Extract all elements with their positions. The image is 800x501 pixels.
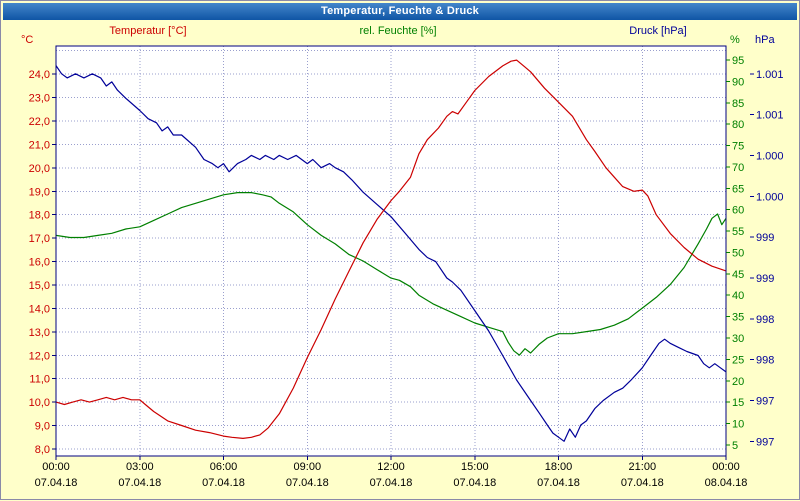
time-tick-label: 18:00 [545,461,573,473]
humidity-tick-label: 25 [732,354,744,366]
temperature-axis-title: Temperatur [°C] [109,25,187,37]
time-tick-label: 15:00 [461,461,489,473]
axis-labels: 8,0 9,0 10,0 11,0 12,0 13,0 14,0 15,0 16,0 17,0 18… [29,55,784,489]
window-title-bar[interactable]: Temperatur, Feuchte & Druck [3,3,797,20]
pressure-tick-label: 999 [756,273,774,285]
grid-lines [56,46,726,456]
pressure-tick-label: 1.001 [756,110,784,122]
humidity-tick-label: 85 [732,98,744,110]
date-tick-label: 07.04.18 [35,477,78,489]
temp-tick-label: 20,0 [29,163,50,175]
temp-tick-label: 17,0 [29,233,50,245]
humidity-axis-title: rel. Feuchte [%] [359,25,437,37]
series-pressure-line [55,65,727,442]
time-tick-label: 06:00 [210,461,238,473]
humidity-tick-label: 75 [732,141,744,153]
pressure-tick-label: 1.000 [756,191,784,203]
pressure-unit-label: hPa [755,34,775,46]
temp-tick-label: 8,0 [35,444,50,456]
humidity-tick-label: 45 [732,269,744,281]
pressure-tick-label: 998 [756,355,774,367]
temp-tick-label: 9,0 [35,421,50,433]
humidity-tick-label: 90 [732,77,744,89]
humidity-tick-label: 15 [732,397,744,409]
pressure-axis-title: Druck [hPa] [629,25,687,37]
temperature-unit-label: °C [21,34,34,46]
date-tick-label: 07.04.18 [202,477,245,489]
humidity-tick-label: 60 [732,205,744,217]
pressure-tick-label: 1.000 [756,150,784,162]
humidity-tick-label: 70 [732,162,744,174]
temp-tick-label: 22,0 [29,116,50,128]
time-tick-label: 03:00 [126,461,154,473]
temp-tick-label: 24,0 [29,69,50,81]
humidity-tick-label: 5 [732,440,738,452]
temp-tick-label: 12,0 [29,350,50,362]
humidity-tick-label: 95 [732,55,744,67]
humidity-tick-label: 80 [732,119,744,131]
humidity-tick-label: 65 [732,183,744,195]
temp-tick-label: 15,0 [29,280,50,292]
humidity-tick-label: 55 [732,226,744,238]
humidity-tick-label: 40 [732,290,744,302]
time-tick-label: 00:00 [42,461,70,473]
temp-tick-label: 11,0 [29,374,50,386]
humidity-tick-label: 30 [732,333,744,345]
date-tick-label: 07.04.18 [370,477,413,489]
date-tick-label: 07.04.18 [286,477,329,489]
time-tick-label: 21:00 [629,461,657,473]
temp-tick-label: 19,0 [29,186,50,198]
date-tick-label: 07.04.18 [118,477,161,489]
pressure-tick-label: 997 [756,436,774,448]
window-title: Temperatur, Feuchte & Druck [320,5,479,17]
date-tick-label: 08.04.18 [705,477,748,489]
humidity-unit-label: % [730,34,740,46]
pressure-tick-label: 998 [756,314,774,326]
time-tick-label: 09:00 [294,461,322,473]
temp-tick-label: 21,0 [29,139,50,151]
time-tick-label: 12:00 [377,461,405,473]
pressure-tick-label: 999 [756,232,774,244]
pressure-tick-label: 1.001 [756,69,784,81]
humidity-tick-label: 50 [732,248,744,260]
humidity-tick-label: 10 [732,419,744,431]
temp-tick-label: 13,0 [29,327,50,339]
time-tick-label: 00:00 [712,461,740,473]
date-tick-label: 07.04.18 [453,477,496,489]
humidity-tick-label: 35 [732,312,744,324]
date-tick-label: 07.04.18 [621,477,664,489]
series-humidity-line [55,192,727,356]
temp-tick-label: 10,0 [29,397,50,409]
humidity-tick-label: 20 [732,376,744,388]
temp-tick-label: 23,0 [29,93,50,105]
date-tick-label: 07.04.18 [537,477,580,489]
series-temperature-line [55,59,727,439]
temp-tick-label: 14,0 [29,303,50,315]
pressure-tick-label: 997 [756,396,774,408]
temp-tick-label: 16,0 [29,257,50,269]
temp-tick-label: 18,0 [29,210,50,222]
